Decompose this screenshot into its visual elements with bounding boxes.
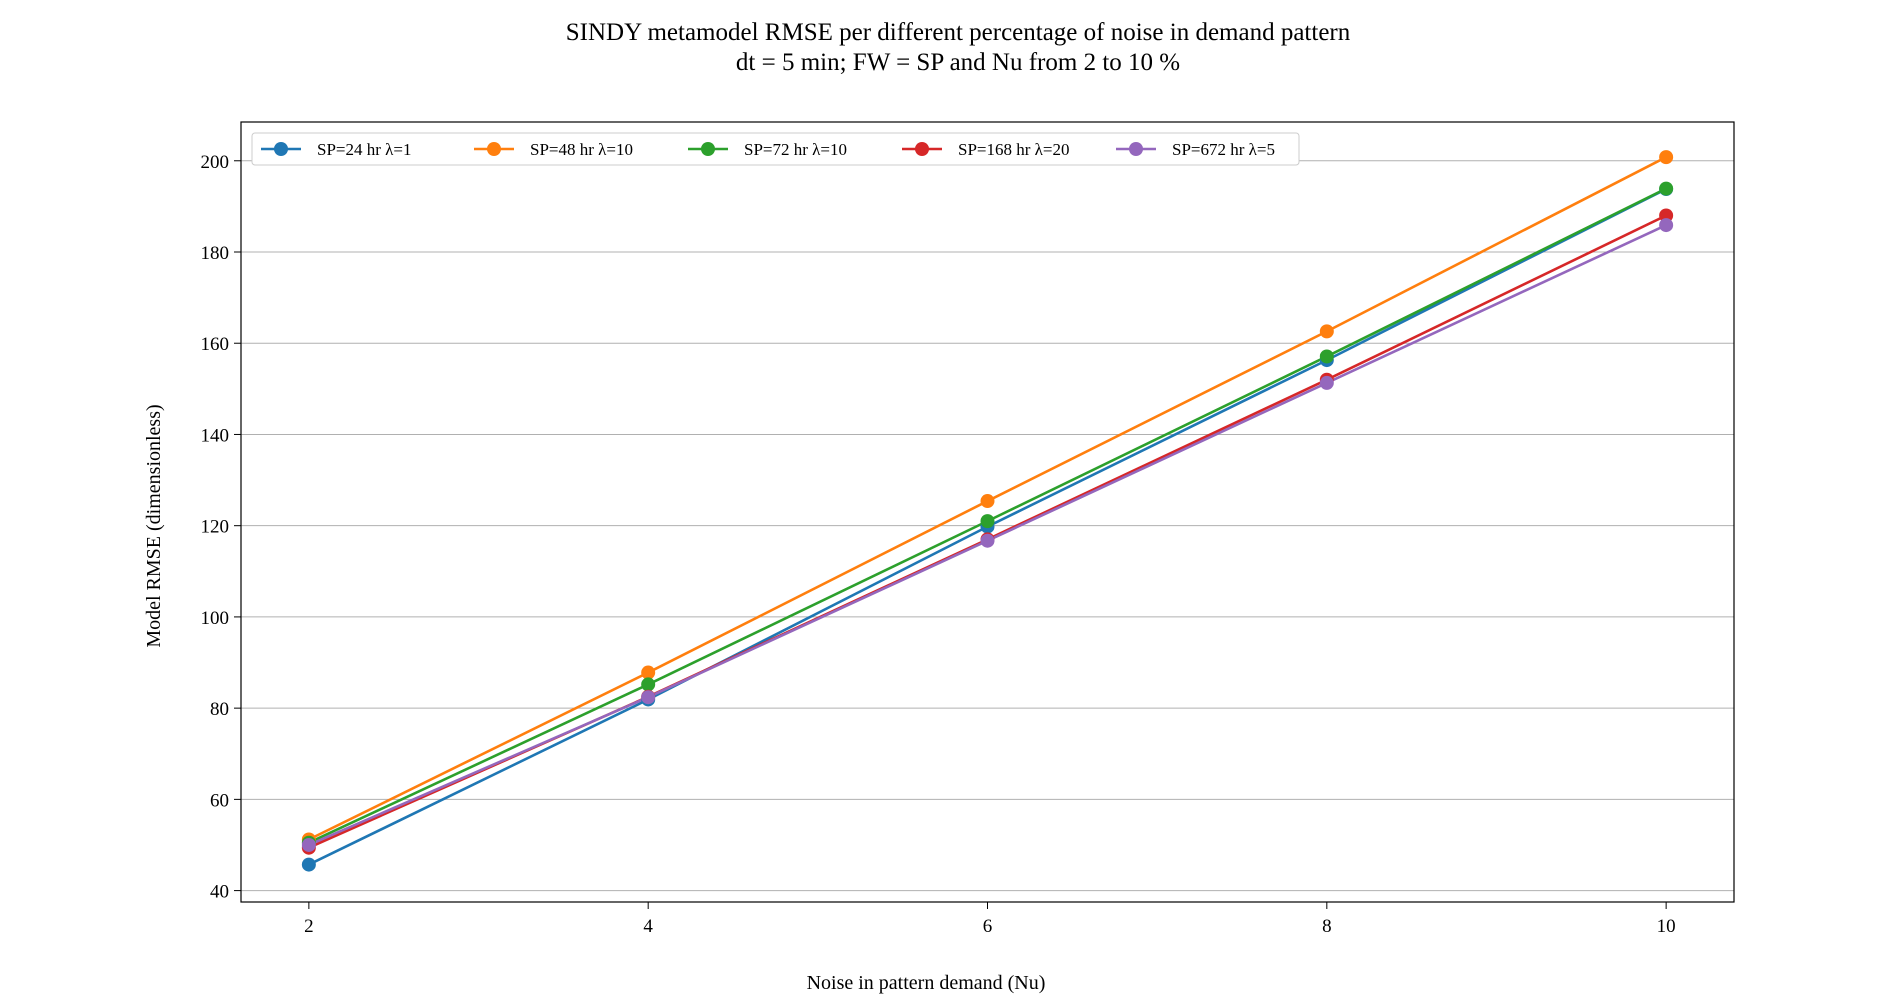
- x-tick-label: 6: [983, 916, 993, 937]
- series-points: [301, 150, 1674, 872]
- data-point-3-3: [980, 514, 995, 529]
- chart-title: SINDY metamodel RMSE per different perce…: [566, 19, 1351, 46]
- legend-frame: [251, 132, 1300, 166]
- data-point-5-5: [1659, 218, 1674, 233]
- data-point-5-1: [301, 837, 316, 852]
- series-lines: [308, 155, 1667, 866]
- legend-entry-label: SP=24 hr λ=1: [317, 140, 412, 159]
- y-tick-label: 120: [201, 517, 230, 538]
- x-axis-ticks: 2 4 6 8 10: [304, 902, 1676, 937]
- legend: SP=24 hr λ=1 SP=48 hr λ=10 SP=72 hr λ=10 SP…: [251, 132, 1300, 166]
- data-point-2-4: [1319, 324, 1334, 339]
- legend-entry-label: SP=168 hr λ=20: [958, 140, 1070, 159]
- data-point-2-2: [641, 665, 656, 680]
- data-point-3-4: [1319, 349, 1334, 364]
- y-tick-label: 180: [201, 243, 230, 264]
- y-tick-label: 80: [210, 699, 229, 720]
- legend-swatch-marker: [701, 142, 715, 156]
- legend-entry-label: SP=72 hr λ=10: [744, 140, 847, 159]
- x-tick-label: 4: [643, 916, 653, 937]
- x-axis-label: Noise in pattern demand (Nu): [807, 972, 1046, 994]
- legend-swatch-marker: [915, 142, 929, 156]
- data-point-4-5: [1659, 208, 1674, 223]
- legend-swatch-marker: [274, 142, 288, 156]
- chart-subtitle: dt = 5 min; FW = SP and Nu from 2 to 10 …: [736, 49, 1180, 76]
- y-tick-label: 140: [201, 425, 230, 446]
- data-point-5-2: [641, 690, 656, 705]
- data-point-2-3: [980, 494, 995, 509]
- plot-area-frame: [240, 121, 1735, 903]
- x-tick-label: 2: [304, 916, 314, 937]
- data-point-5-3: [980, 533, 995, 548]
- x-tick-label: 10: [1657, 916, 1676, 937]
- y-axis-ticks: 40 60 80 100 120 140 160 180 200: [201, 152, 241, 903]
- y-tick-label: 100: [201, 608, 230, 629]
- data-point-2-5: [1659, 150, 1674, 165]
- legend-swatch-marker: [1129, 142, 1143, 156]
- data-point-3-2: [641, 677, 656, 692]
- data-point-5-4: [1319, 375, 1334, 390]
- data-point-1-1: [301, 857, 316, 872]
- y-axis-label: Model RMSE (dimensionless): [143, 404, 165, 647]
- x-tick-label: 8: [1322, 916, 1332, 937]
- legend-entry-label: SP=672 hr λ=5: [1172, 140, 1275, 159]
- y-tick-label: 200: [201, 152, 230, 173]
- y-tick-label: 40: [210, 882, 229, 903]
- y-tick-label: 160: [201, 334, 230, 355]
- legend-swatch-marker: [487, 142, 501, 156]
- data-point-3-5: [1659, 181, 1674, 196]
- y-tick-label: 60: [210, 790, 229, 811]
- legend-entry-label: SP=48 hr λ=10: [530, 140, 633, 159]
